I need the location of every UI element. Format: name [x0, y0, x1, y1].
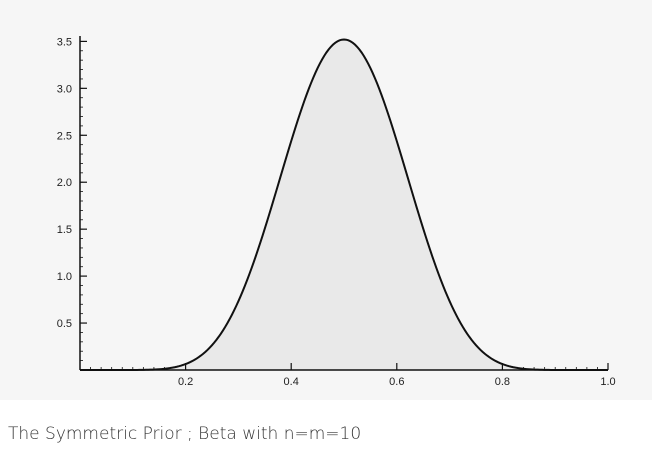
y-tick-label: 2.5 [57, 130, 72, 142]
figure-caption: The Symmetric Prior ; Beta with n=m=10 [8, 424, 362, 444]
beta-density-chart: 0.2 0.4 0.6 0.8 1.0 0.5 1.0 1.5 2.0 2.5 3.0 3.5 [57, 36, 616, 388]
x-tick-label: 0.8 [495, 376, 510, 388]
y-tick-label: 3.0 [57, 83, 72, 95]
y-tick-label: 3.5 [57, 36, 72, 48]
y-tick-label: 1.0 [57, 271, 72, 283]
figure-panel: 0.2 0.4 0.6 0.8 1.0 0.5 1.0 1.5 2.0 2.5 3.0 3.5 [56, 36, 616, 388]
y-tick-label: 1.5 [57, 224, 72, 236]
density-area [80, 39, 608, 370]
x-tick-group: 0.2 0.4 0.6 0.8 1.0 [178, 363, 616, 388]
x-tick-label: 0.6 [389, 376, 404, 388]
y-tick-group: 0.5 1.0 1.5 2.0 2.5 3.0 3.5 [57, 36, 87, 330]
x-tick-label: 0.2 [178, 376, 193, 388]
x-tick-label: 1.0 [600, 376, 615, 388]
y-tick-label: 0.5 [57, 318, 72, 330]
y-tick-label: 2.0 [57, 177, 72, 189]
density-curve [80, 38, 608, 371]
x-tick-label: 0.4 [284, 376, 299, 388]
